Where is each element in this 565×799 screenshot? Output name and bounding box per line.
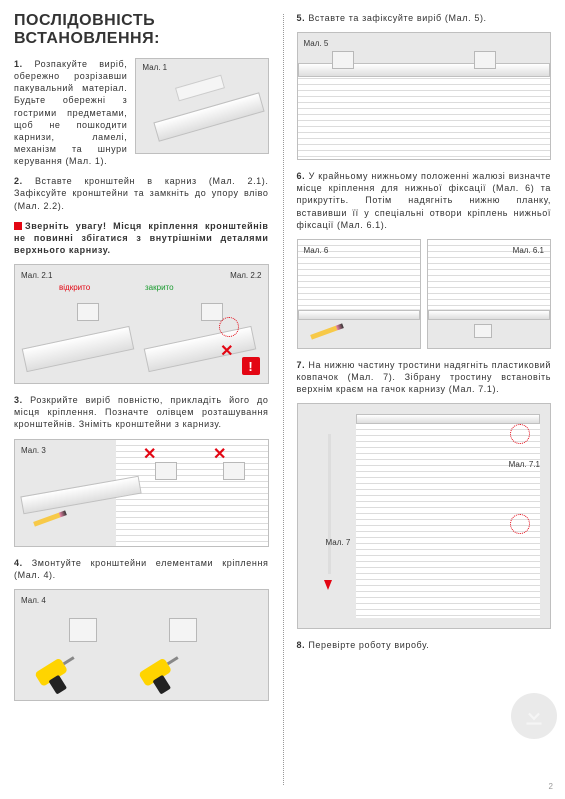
blinds-5 — [298, 73, 551, 159]
bracket-4a — [69, 618, 97, 642]
bracket-open — [77, 303, 99, 321]
figure-4: Мал. 4 — [14, 589, 269, 701]
left-column: ПОСЛІДОВНІСТЬ ВСТАНОВЛЕННЯ: 1. Розпакуйт… — [0, 0, 283, 799]
bracket-3b — [223, 462, 245, 480]
step-3: 3. Розкрийте виріб повністю, прикладіть … — [14, 394, 269, 430]
step-6: 6. У крайньому нижньому положенні жалюзі… — [297, 170, 552, 231]
drill-icon-a — [34, 651, 86, 699]
fig-label-22: Мал. 2.2 — [230, 271, 261, 280]
fig-label-4: Мал. 4 — [21, 596, 46, 605]
download-icon — [511, 693, 557, 739]
rail-illus — [154, 92, 265, 142]
bracket-4b — [169, 618, 197, 642]
step-4: 4. Змонтуйте кронштейни елементами кріпл… — [14, 557, 269, 581]
bracket-3a — [155, 462, 177, 480]
closed-label: закрито — [145, 283, 174, 292]
rotate-arrow-icon — [219, 317, 239, 337]
bottomrail-61 — [428, 310, 550, 320]
figure-6-1: Мал. 6.1 — [427, 239, 551, 349]
drill-icon-b — [138, 651, 190, 699]
fig-label-71: Мал. 7.1 — [509, 460, 540, 469]
wand — [328, 434, 331, 574]
step-1: 1. Розпакуйте виріб, обережно розрізавши… — [14, 58, 127, 167]
step-2: 2. Вставте кронштейн в карниз (Мал. 2.1)… — [14, 175, 269, 211]
rail-open — [22, 326, 135, 372]
bottomrail-6 — [298, 310, 420, 320]
x-icon-3a: ✕ — [143, 444, 156, 464]
step-7: 7. На нижню частину тростини надягніть п… — [297, 359, 552, 395]
bracket-5b — [474, 51, 496, 69]
step-8: 8. Перевірте роботу виробу. — [297, 639, 552, 651]
step-2-warning: Зверніть увагу! Місця кріплення кронштей… — [14, 220, 269, 256]
headrail-7 — [356, 414, 541, 424]
figure-3: Мал. 3 ✕ ✕ — [14, 439, 269, 547]
figure-5: Мал. 5 — [297, 32, 552, 160]
figure-2: Мал. 2.1 Мал. 2.2 відкрито закрито ! ✕ — [14, 264, 269, 384]
right-column: 5. Вставте та зафіксуйте виріб (Мал. 5).… — [283, 0, 565, 799]
fig-label-6: Мал. 6 — [304, 246, 329, 255]
x-icon: ✕ — [220, 341, 233, 361]
warning-icon: ! — [242, 357, 260, 375]
parts-illus — [175, 75, 225, 102]
figure-1: Мал. 1 — [135, 58, 268, 154]
rail-closed — [144, 326, 257, 372]
figure-7: Мал. 7 Мал. 7.1 — [297, 403, 552, 629]
fig-label-61: Мал. 6.1 — [513, 246, 544, 255]
open-label: відкрито — [59, 283, 90, 292]
fig-label-5: Мал. 5 — [304, 39, 329, 48]
fig-label-21: Мал. 2.1 — [21, 271, 52, 280]
bottom-clip — [474, 324, 492, 338]
x-icon-3b: ✕ — [213, 444, 226, 464]
page-number: 2 — [549, 782, 553, 791]
step-5: 5. Вставте та зафіксуйте виріб (Мал. 5). — [297, 12, 552, 24]
warning-square-icon — [14, 222, 22, 230]
bracket-5a — [332, 51, 354, 69]
pencil-6 — [310, 323, 344, 339]
figure-6: Мал. 6 — [297, 239, 421, 349]
page-title: ПОСЛІДОВНІСТЬ ВСТАНОВЛЕННЯ: — [14, 12, 269, 48]
fig-label-7: Мал. 7 — [326, 538, 351, 547]
fig-label-1: Мал. 1 — [142, 63, 167, 72]
bracket-closed — [201, 303, 223, 321]
fig-label-3: Мал. 3 — [21, 446, 46, 455]
pencil-icon — [33, 510, 67, 526]
wand-tip-icon — [324, 580, 332, 590]
